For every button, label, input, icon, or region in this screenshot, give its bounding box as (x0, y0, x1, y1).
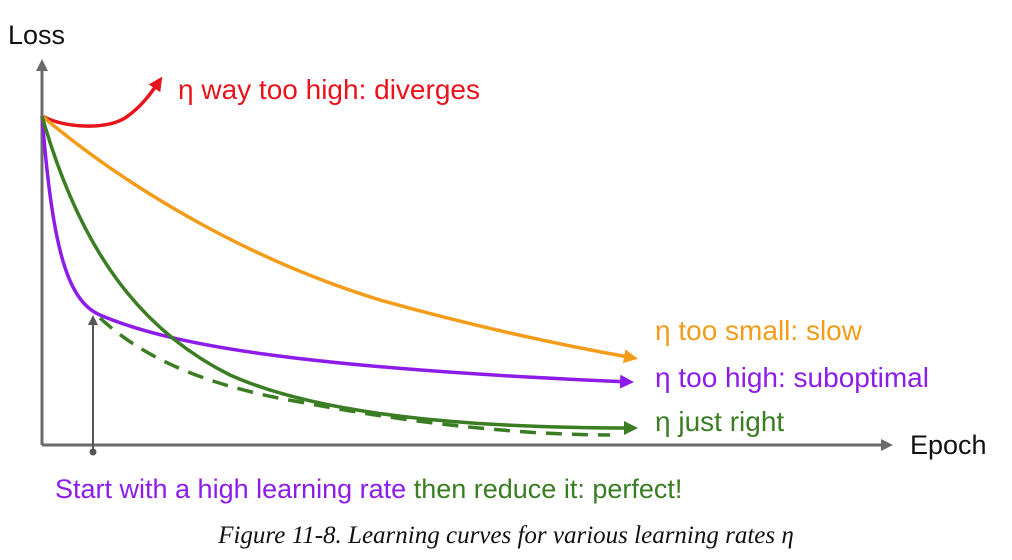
curve-too-small-slow (40, 114, 638, 364)
label-too-high-suboptimal: η too high: suboptimal (655, 362, 929, 393)
label-too-small-slow: η too small: slow (655, 315, 862, 346)
lr-reduction-dot (89, 448, 97, 456)
curve-lr-schedule-dashed (98, 316, 611, 437)
x-axis-label: Epoch (910, 430, 987, 460)
label-diverges: η way too high: diverges (178, 74, 480, 105)
curve-diverges (41, 76, 163, 128)
curve-too-high-suboptimal (40, 115, 634, 389)
schedule-note-part2: then reduce it: perfect! (413, 474, 683, 504)
y-axis-label: Loss (8, 20, 66, 50)
learning-curves-chart (36, 59, 893, 456)
curve-just-right (40, 115, 638, 435)
label-just-right: η just right (655, 406, 785, 437)
figure-caption: Figure 11-8. Learning curves for various… (218, 522, 794, 549)
schedule-note-part1: Start with a high learning rate (55, 474, 407, 504)
schedule-annotation: Start with a high learning rate then red… (55, 474, 682, 505)
